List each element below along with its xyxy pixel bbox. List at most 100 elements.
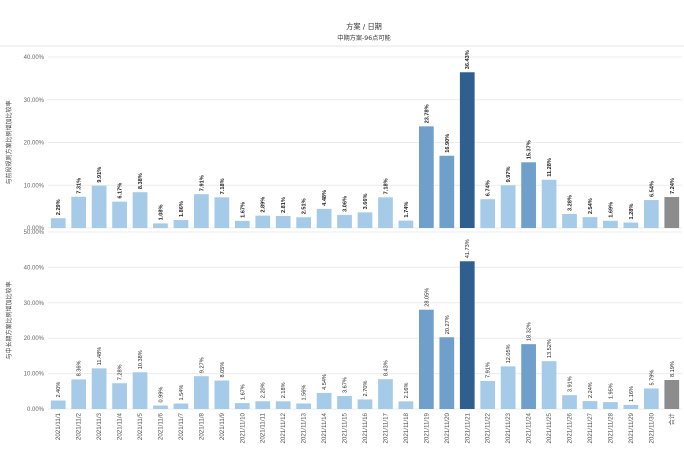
x-tick-label: 2021/11/11 — [260, 412, 267, 443]
bar-top-10 — [234, 220, 250, 228]
bar-bottom-2 — [71, 379, 87, 409]
bar-top-13 — [296, 217, 312, 228]
data-label: 7.18% — [383, 178, 389, 194]
chart-header-subtitle: 中期方案-96点可能 — [337, 34, 390, 42]
x-tick-label: 2021/11/25 — [546, 412, 553, 443]
bar-bottom-19 — [418, 309, 434, 409]
data-label: 9.91% — [97, 167, 103, 183]
bar-top-3 — [91, 185, 107, 228]
x-tick-label: 2021/11/13 — [301, 412, 308, 443]
data-label: 23.78% — [424, 104, 430, 123]
data-label: 18.32% — [527, 322, 533, 341]
data-label: 28.05% — [424, 288, 430, 307]
data-label: 8.43% — [383, 360, 389, 376]
data-label: 5.79% — [649, 370, 655, 386]
bottom-panel: 与中长期方案比例增加比较率 0.00% 10.00% 20.00% 30.00% 40.0… — [5, 230, 682, 413]
data-label: 10.38% — [138, 350, 144, 369]
bar-top-25 — [541, 179, 557, 228]
data-label: 1.08% — [158, 204, 164, 220]
x-tick-label: 2021/11/15 — [342, 412, 349, 443]
bar-top-18 — [398, 220, 414, 228]
data-label: 1.86% — [179, 201, 185, 217]
data-label: 1.67% — [240, 384, 246, 400]
data-label: 6.74% — [486, 180, 492, 196]
bar-bottom-8 — [194, 376, 209, 409]
data-label: 2.54% — [588, 198, 594, 214]
x-axis: 2021/11/1 2021/11/2 2021/11/3 2021/11/4 2021… — [55, 412, 676, 443]
data-label: 7.28% — [118, 364, 124, 380]
x-tick-label: 2021/11/28 — [607, 412, 614, 443]
data-label: 3.91% — [568, 376, 574, 392]
x-tick-label: 2021/11/17 — [382, 412, 389, 443]
x-tick-label: 2021/11/16 — [362, 412, 369, 443]
bar-top-15 — [337, 214, 352, 228]
data-label: 7.31% — [77, 178, 83, 194]
data-label: 1.56% — [302, 385, 308, 401]
bar-top-14 — [316, 208, 332, 228]
bar-top-11 — [255, 215, 271, 228]
data-label: 8.36% — [77, 361, 83, 377]
x-tick-label: 2021/11/6 — [157, 412, 164, 440]
x-tick-label: 2021/11/5 — [137, 412, 144, 440]
data-label: 12.05% — [506, 344, 512, 363]
data-label: 6.17% — [118, 183, 124, 199]
data-label: 7.18% — [220, 178, 226, 194]
bar-bottom-16 — [357, 399, 373, 409]
x-tick-label: 2021/11/4 — [117, 412, 124, 440]
bar-top-1 — [50, 218, 66, 228]
bar-top-19 — [418, 126, 434, 228]
data-label: 7.91% — [199, 175, 205, 191]
data-label: 1.54% — [179, 385, 185, 401]
x-tick-label: 2021/11/18 — [403, 412, 410, 443]
bar-top-2 — [71, 196, 87, 228]
bar-top-30 — [643, 200, 659, 228]
x-tick-label: 2021/11/7 — [178, 412, 185, 440]
data-label: 2.20% — [261, 382, 267, 398]
data-label: 7.24% — [670, 178, 676, 194]
bar-bottom-12 — [275, 401, 291, 409]
bar-top-8 — [194, 194, 209, 228]
bar-bottom-14 — [316, 392, 332, 409]
data-label: 20.27% — [445, 315, 451, 334]
data-label: 3.67% — [343, 377, 349, 393]
data-label: 1.67% — [240, 202, 246, 218]
data-label: 2.89% — [261, 197, 267, 213]
x-tick-label: 2021/11/22 — [485, 412, 492, 443]
bar-bottom-24 — [521, 344, 536, 409]
bar-bottom-10 — [234, 403, 250, 409]
data-label: 6.54% — [649, 181, 655, 197]
y-tick-label: 30.00% — [24, 301, 45, 307]
bar-bottom-28 — [603, 402, 618, 409]
x-tick-label: 2021/11/19 — [423, 412, 430, 443]
data-label: 2.29% — [56, 199, 62, 215]
bar-bottom-5 — [132, 372, 148, 409]
x-tick-label: 2021/11/23 — [505, 412, 512, 443]
bar-bottom-29 — [623, 404, 639, 409]
y-tick-label: 10.00% — [24, 183, 45, 189]
bar-bottom-18 — [398, 401, 414, 409]
bar-top-17 — [378, 197, 393, 228]
x-tick-label: 2021/11/30 — [648, 412, 655, 443]
bar-bottom-26 — [562, 395, 577, 409]
y-axis-title: 与中长期方案比例增加比较率 — [5, 281, 13, 359]
top-panel: 与前段规则方案比例增加比较率 0.00% 10.00% 20.00% 30.00% 40.… — [5, 50, 682, 232]
bar-bottom-23 — [500, 366, 516, 409]
bar-bottom-21 — [459, 261, 475, 409]
bar-top-26 — [562, 213, 577, 228]
bar-bottom-30 — [643, 388, 659, 409]
y-tick-label: 40.00% — [24, 55, 45, 61]
y-axis-title: 与前段规则方案比例增加比较率 — [5, 100, 13, 184]
x-tick-label: 2021/11/24 — [526, 412, 533, 443]
data-label: 41.73% — [465, 239, 471, 258]
x-tick-label: 2021/11/8 — [198, 412, 205, 440]
y-tick-label: 40.00% — [24, 265, 45, 271]
data-label: 7.91% — [486, 362, 492, 378]
data-label: 15.37% — [527, 140, 533, 159]
data-label: 3.66% — [363, 193, 369, 209]
bar-bottom-27 — [582, 401, 598, 409]
data-label: 36.43% — [465, 50, 471, 69]
bar-bottom-7 — [173, 403, 189, 409]
bar-bottom-20 — [439, 337, 455, 409]
data-label: 2.40% — [56, 382, 62, 398]
